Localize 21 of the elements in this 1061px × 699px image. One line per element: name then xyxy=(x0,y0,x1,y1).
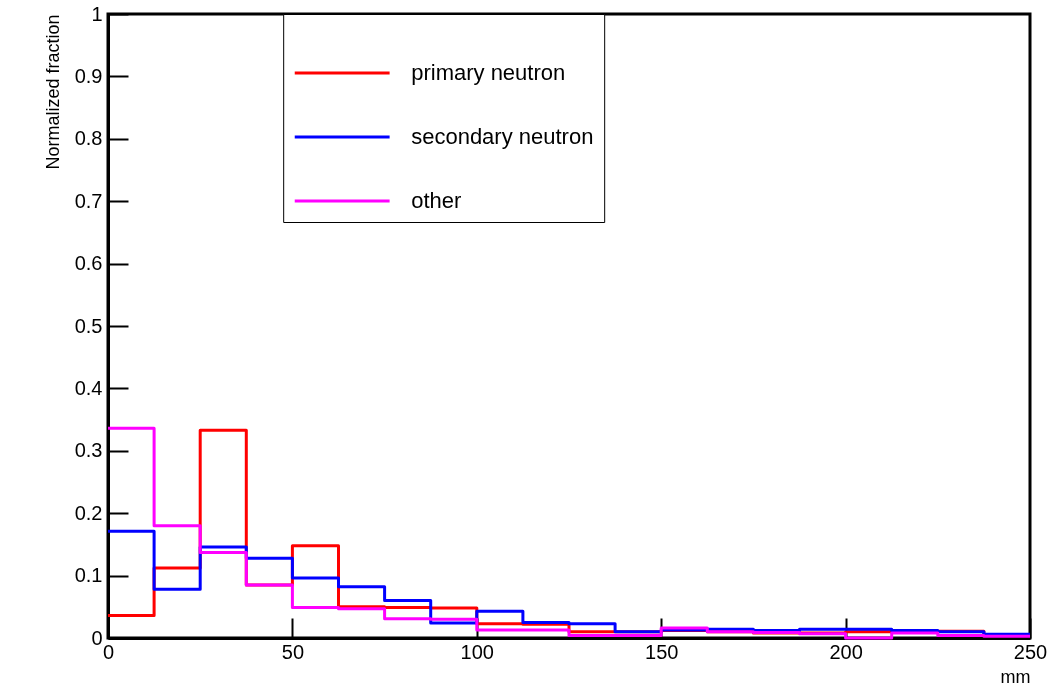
x-tick-label: 100 xyxy=(460,640,494,663)
y-tick-label: 0.8 xyxy=(74,127,103,150)
x-tick-label: 50 xyxy=(281,640,305,663)
y-tick-label: 0.1 xyxy=(74,564,103,587)
y-tick-label: 0.2 xyxy=(74,501,103,524)
y-tick-label: 0 xyxy=(91,626,103,649)
legend-label: primary neutron xyxy=(411,60,566,85)
x-axis-title: mm xyxy=(1000,666,1031,687)
legend-label: secondary neutron xyxy=(411,124,594,149)
y-tick-label: 0.6 xyxy=(74,252,103,275)
y-tick-label: 0.9 xyxy=(74,64,103,87)
y-tick-label: 0.4 xyxy=(74,376,103,399)
y-tick-label: 1 xyxy=(91,2,103,25)
y-tick-label: 0.5 xyxy=(74,314,103,337)
x-tick-label: 200 xyxy=(829,640,863,663)
x-tick-label: 250 xyxy=(1013,640,1048,663)
y-tick-label: 0.3 xyxy=(74,439,103,462)
legend-label: other xyxy=(411,188,462,213)
x-tick-label: 150 xyxy=(645,640,679,663)
y-axis-title: Normalized fraction xyxy=(42,14,63,170)
y-tick-label: 0.7 xyxy=(74,189,103,212)
